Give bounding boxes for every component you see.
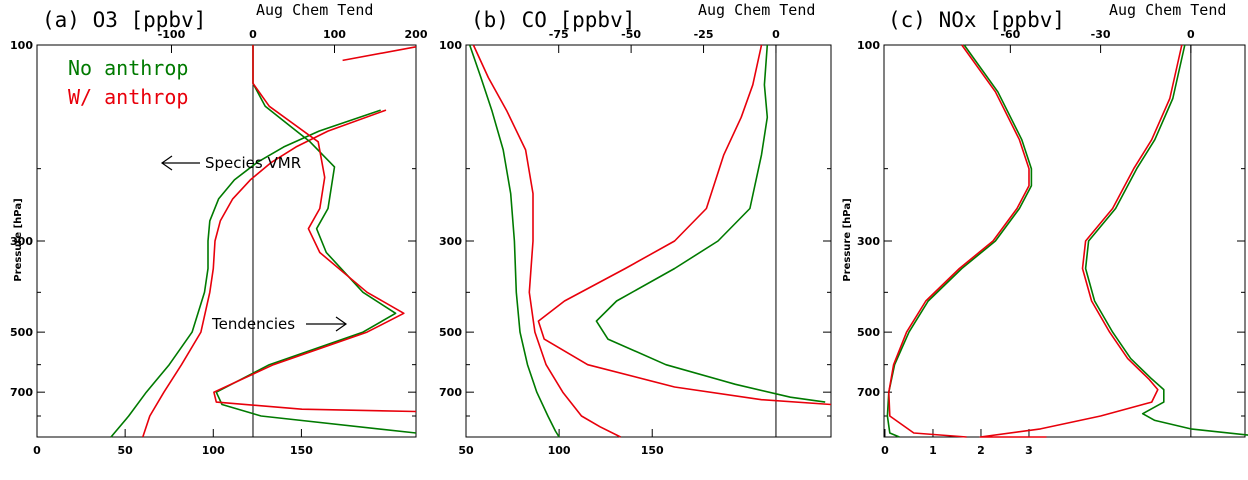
panel-c-title: (c) NOx [ppbv] xyxy=(888,8,1065,32)
x-top-tick-label: 0 xyxy=(772,28,780,41)
x-bottom-tick-label: 2 xyxy=(977,444,985,457)
x-top-tick-label: -100 xyxy=(158,28,186,41)
annotation-tendencies: Tendencies xyxy=(211,315,348,333)
x-bottom-tick-label: 100 xyxy=(548,444,571,457)
y-tick-label: 100 xyxy=(439,39,462,52)
x-top-tick-label: 0 xyxy=(249,28,257,41)
y-tick-label: 300 xyxy=(857,235,880,248)
panel-b-title: (b) CO [ppbv] xyxy=(471,8,635,32)
x-bottom-tick-label: 50 xyxy=(117,444,133,457)
annotation-species-vmr: Species VMR xyxy=(160,154,301,172)
series-w-anthrop-tendency xyxy=(979,44,1183,438)
panel-a-ticks: 100 300 500 700 0 50 100 150 -100 0 100 200 xyxy=(10,28,428,457)
panel-c: (c) NOx [ppbv] Aug Chem Tend Pressure [h… xyxy=(842,1,1248,457)
y-tick-label: 700 xyxy=(857,386,880,399)
panel-b-ticks: 100 300 500 700 50 100 150 -75 -50 -25 0 xyxy=(439,28,831,457)
x-bottom-tick-label: 150 xyxy=(290,444,313,457)
tendencies-label: Tendencies xyxy=(211,315,295,333)
y-tick-label: 500 xyxy=(439,326,462,339)
series-no-anthrop-tendency xyxy=(1084,44,1248,436)
y-tick-label: 100 xyxy=(857,39,880,52)
tendencies-arrow-head xyxy=(335,316,348,332)
panel-b-series xyxy=(468,44,832,438)
x-bottom-tick-label: 100 xyxy=(202,444,225,457)
series-no-anthrop-vmr xyxy=(886,44,1033,438)
legend-w-anthrop: W/ anthrop xyxy=(68,85,188,109)
series-no-anthrop-vmr xyxy=(110,109,381,438)
legend-no-anthrop: No anthrop xyxy=(68,56,188,80)
species-vmr-arrow-head xyxy=(160,155,173,171)
y-tick-label: 100 xyxy=(10,39,33,52)
panel-a-series xyxy=(110,45,417,438)
panel-c-ylabel: Pressure [hPa] xyxy=(842,198,853,281)
y-tick-label: 700 xyxy=(439,386,462,399)
series-w-anthrop-tendency-segment xyxy=(342,46,417,62)
y-tick-label: 300 xyxy=(439,235,462,248)
series-w-anthrop-vmr xyxy=(142,109,387,438)
panel-b: (b) CO [ppbv] Aug Chem Tend 100300500700… xyxy=(439,1,832,457)
panel-a: (a) O3 [ppbv] Aug Chem Tend Pressure [hP… xyxy=(10,1,428,457)
y-tick-label: 300 xyxy=(10,235,33,248)
panel-a-top-label: Aug Chem Tend xyxy=(256,1,373,19)
series-no-anthrop-tendency xyxy=(215,45,417,434)
panel-a-ylabel: Pressure [hPa] xyxy=(13,198,24,281)
species-vmr-label: Species VMR xyxy=(205,154,301,172)
panel-a-title: (a) O3 [ppbv] xyxy=(42,8,206,32)
x-top-tick-label: -50 xyxy=(621,28,641,41)
series-w-anthrop-vmr xyxy=(888,44,1030,438)
y-tick-label: 500 xyxy=(857,326,880,339)
x-top-tick-label: -75 xyxy=(549,28,569,41)
x-bottom-tick-label: 150 xyxy=(641,444,664,457)
panel-c-series xyxy=(886,44,1248,438)
y-tick-label: 700 xyxy=(10,386,33,399)
x-bottom-tick-label: 0 xyxy=(881,444,889,457)
x-top-tick-label: 200 xyxy=(405,28,428,41)
panel-c-ticks: 100 300 500 700 0 1 2 3 -60 -30 0 xyxy=(857,28,1245,457)
x-bottom-tick-label: 0 xyxy=(33,444,41,457)
series-no-anthrop-vmr xyxy=(468,44,560,438)
panel-b-top-label: Aug Chem Tend xyxy=(698,1,815,19)
series-w-anthrop-vmr xyxy=(472,44,621,438)
series-w-anthrop-tendency xyxy=(537,44,832,406)
x-top-tick-label: 100 xyxy=(323,28,346,41)
x-bottom-tick-label: 3 xyxy=(1025,444,1033,457)
series-no-anthrop-tendency xyxy=(595,44,826,403)
x-bottom-tick-label: 1 xyxy=(929,444,937,457)
x-top-tick-label: -25 xyxy=(694,28,714,41)
x-top-tick-label: 0 xyxy=(1187,28,1195,41)
x-top-tick-label: -60 xyxy=(1000,28,1020,41)
y-tick-label: 500 xyxy=(10,326,33,339)
x-bottom-tick-label: 50 xyxy=(458,444,474,457)
panel-c-top-label: Aug Chem Tend xyxy=(1109,1,1226,19)
series-w-anthrop-tendency xyxy=(213,45,417,413)
x-top-tick-label: -30 xyxy=(1091,28,1111,41)
